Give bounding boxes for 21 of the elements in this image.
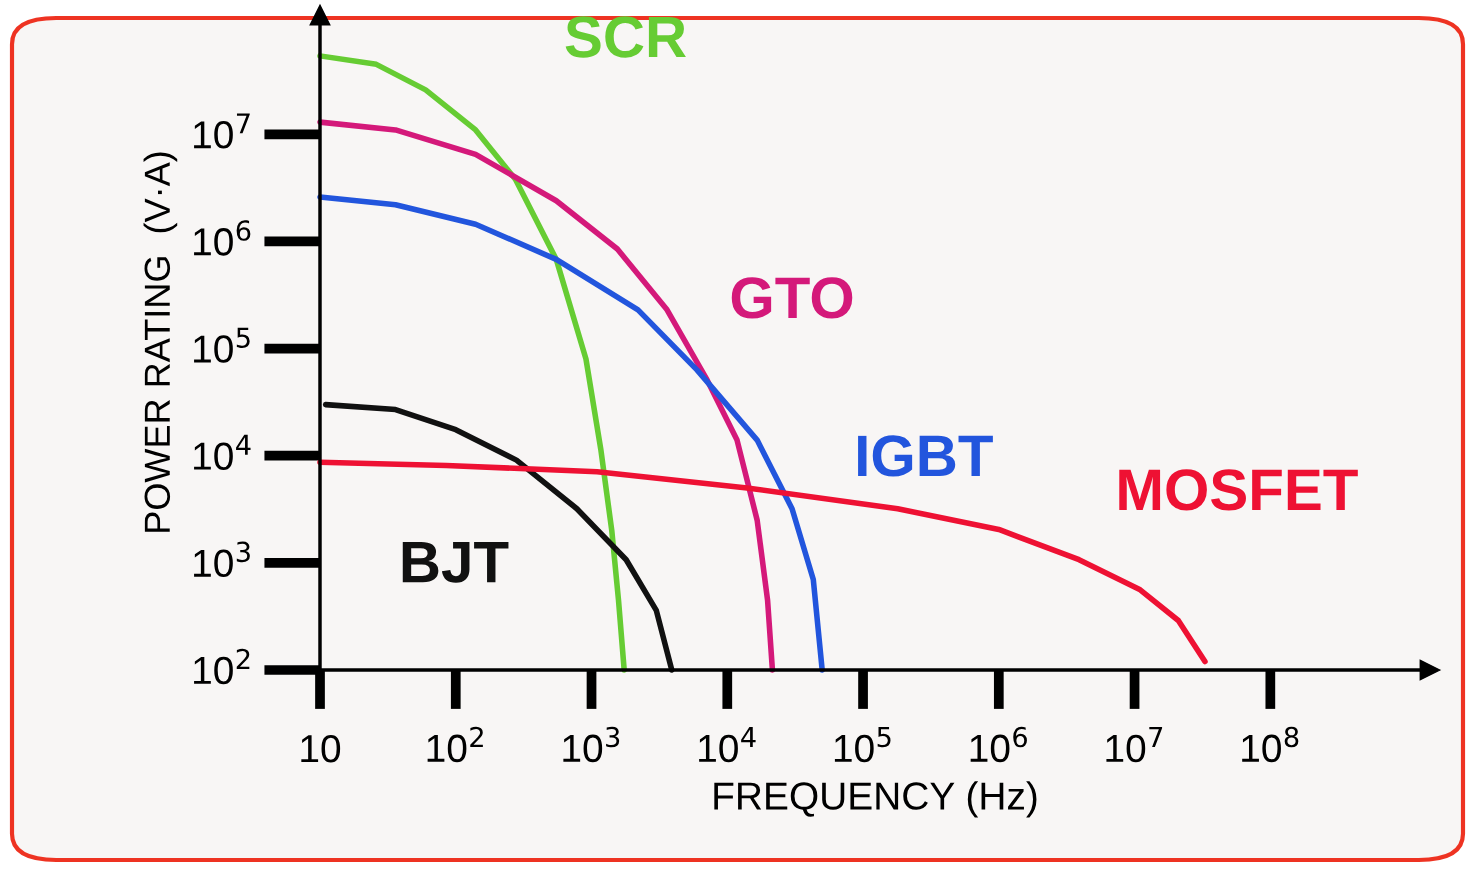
y-axis-title: POWER RATING (V·A)	[143, 152, 178, 532]
x-tick-label: 10$^{5}$	[834, 727, 891, 763]
x-tick-label: 10	[301, 734, 341, 763]
y-tick-label: 10$^{4}$	[194, 434, 251, 470]
y-tick-label: 10$^{6}$	[194, 220, 251, 256]
x-tick-label: 10$^{6}$	[970, 726, 1027, 763]
x-tick-label: 10$^{2}$	[427, 726, 483, 763]
x-tick-label: 10$^{3}$	[563, 726, 620, 763]
series-label: BJT	[402, 542, 509, 583]
y-tick-label: 10$^{5}$	[194, 327, 250, 363]
y-tick-label: 10$^{3}$	[194, 541, 250, 578]
y-tick-label: 10$^{7}$	[194, 113, 250, 149]
x-tick-label: 10$^{4}$	[699, 727, 756, 763]
y-tick-label: 10$^{2}$	[194, 648, 250, 685]
series-label: GTO	[731, 277, 853, 319]
series-label: IGBT	[858, 435, 993, 477]
x-tick-label: 10$^{7}$	[1106, 727, 1163, 763]
x-axis-title: FREQUENCY (Hz)	[714, 781, 1037, 818]
x-tick-label: 10$^{8}$	[1242, 726, 1299, 763]
series-label: MOSFET	[1119, 469, 1358, 511]
series-label: SCR	[565, 16, 686, 58]
